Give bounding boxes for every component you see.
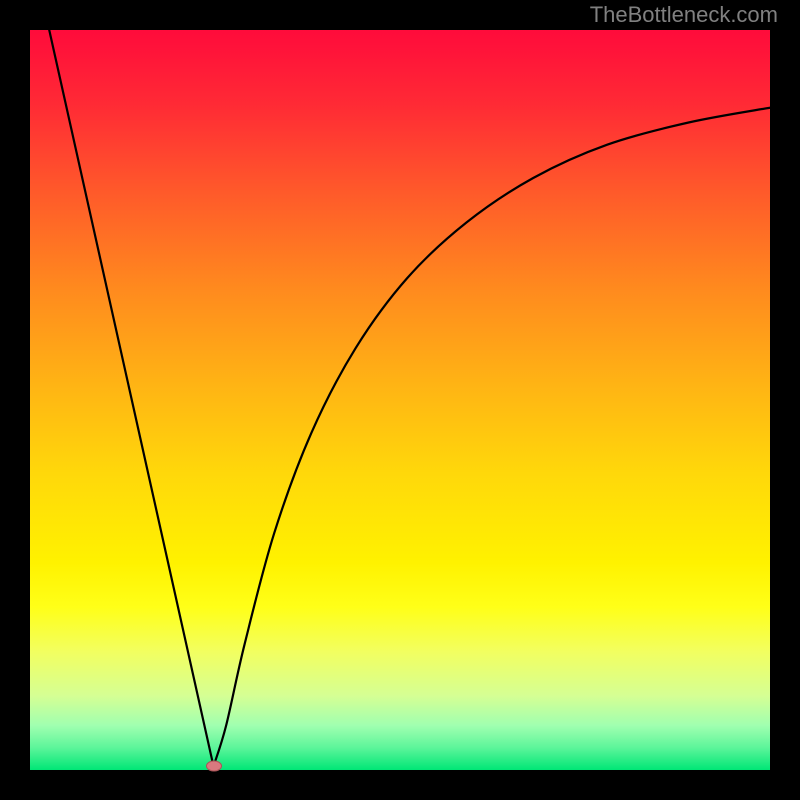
watermark-text: TheBottleneck.com bbox=[590, 2, 778, 28]
bottleneck-curve bbox=[30, 30, 770, 770]
plot-area bbox=[30, 30, 770, 770]
chart-container: TheBottleneck.com bbox=[0, 0, 800, 800]
optimal-point-marker bbox=[206, 761, 222, 772]
